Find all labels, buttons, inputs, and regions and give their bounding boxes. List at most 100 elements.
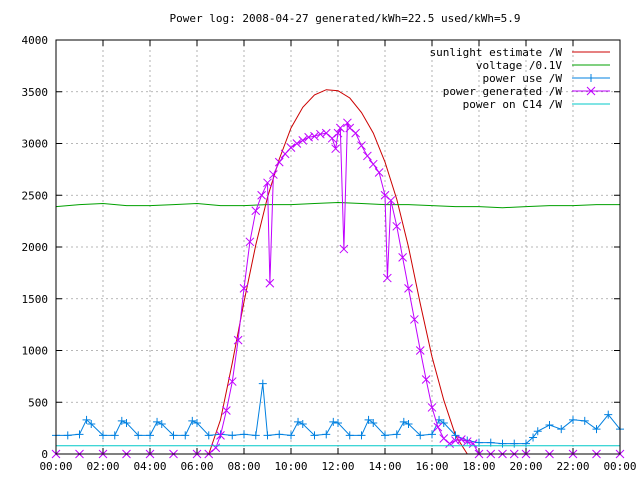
legend-marker-power-generated-w	[586, 86, 596, 96]
y-tick-label: 2000	[22, 241, 49, 254]
data-point-power-use-w	[87, 419, 96, 428]
data-point-power-use-w	[298, 419, 307, 428]
data-point-power-use-w	[334, 418, 342, 427]
data-point-power-use-w	[329, 417, 338, 426]
data-point-power-use-w	[146, 431, 154, 440]
x-tick-label: 10:00	[274, 460, 307, 473]
data-point-power-generated-w	[292, 139, 302, 148]
data-point-power-use-w	[392, 430, 401, 439]
data-point-power-generated-w	[333, 128, 343, 138]
data-point-power-use-w	[404, 419, 413, 428]
data-point-power-generated-w	[433, 422, 443, 432]
legend-label-power-on-c14-w: power on C14 /W	[463, 98, 563, 111]
series-voltage-0-1v	[55, 201, 620, 209]
data-point-power-use-w	[580, 416, 589, 425]
y-tick-label: 4000	[22, 34, 49, 47]
data-point-power-use-w	[569, 415, 577, 424]
y-tick-label: 2500	[22, 189, 49, 202]
series-power-generated-w	[51, 118, 625, 459]
data-point-power-use-w	[510, 439, 519, 448]
legend-marker-power-use-w	[587, 74, 595, 82]
data-point-power-generated-w	[382, 273, 392, 283]
data-point-power-generated-w	[222, 406, 231, 415]
data-point-power-use-w	[557, 425, 566, 434]
data-point-power-use-w	[416, 431, 425, 440]
x-tick-label: 12:00	[321, 460, 354, 473]
legend-label-sunlight-estimate-w: sunlight estimate /W	[430, 46, 563, 59]
data-point-power-generated-w	[269, 170, 278, 179]
data-point-power-generated-w	[233, 335, 243, 345]
data-point-power-generated-w	[415, 346, 425, 355]
data-point-power-generated-w	[251, 206, 261, 216]
x-tick-label: 02:00	[86, 460, 119, 473]
data-point-power-use-w	[369, 418, 378, 427]
data-point-power-use-w	[604, 410, 613, 419]
x-tick-label: 06:00	[180, 460, 213, 473]
x-tick-label: 14:00	[368, 460, 401, 473]
data-point-power-use-w	[134, 431, 143, 440]
data-point-power-use-w	[399, 417, 408, 426]
data-point-power-use-w	[63, 431, 72, 440]
x-tick-label: 00:00	[603, 460, 636, 473]
data-point-power-use-w	[294, 417, 303, 426]
data-point-power-use-w	[287, 431, 295, 440]
data-point-power-generated-w	[265, 278, 275, 288]
y-axis-tick-labels: 0 500 1000 1500 2000 2500 3000 3500 4000	[22, 34, 49, 461]
data-point-power-use-w	[451, 431, 460, 440]
data-point-power-generated-w	[392, 221, 402, 231]
series-line-power-use-w	[56, 383, 621, 445]
data-point-power-use-w	[498, 439, 507, 448]
legend-label-power-use-w: power use /W	[483, 72, 563, 85]
data-point-power-use-w	[439, 418, 448, 427]
data-point-power-use-w	[188, 416, 197, 425]
y-tick-label: 3500	[22, 86, 49, 99]
data-point-power-use-w	[533, 427, 542, 436]
x-axis-tick-labels: 00:00 02:00 04:00 06:00 08:00 10:00 12:00 14:00…	[39, 460, 636, 473]
data-point-power-use-w	[117, 416, 126, 425]
data-point-power-use-w	[251, 431, 260, 440]
data-point-power-use-w	[110, 431, 119, 440]
data-point-power-use-w	[545, 421, 554, 430]
data-point-power-generated-w	[310, 131, 319, 141]
data-point-power-generated-w	[263, 178, 272, 188]
data-point-power-use-w	[157, 419, 166, 428]
data-point-power-generated-w	[343, 118, 352, 128]
data-point-power-use-w	[428, 430, 436, 439]
data-point-power-use-w	[381, 431, 389, 440]
data-point-power-generated-w	[331, 144, 341, 154]
data-point-power-use-w	[204, 431, 213, 440]
data-point-power-use-w	[275, 430, 284, 439]
x-tick-label: 00:00	[39, 460, 72, 473]
data-point-power-generated-w	[386, 196, 396, 205]
y-tick-label: 1500	[22, 293, 49, 306]
x-tick-label: 08:00	[227, 460, 260, 473]
data-point-power-generated-w	[368, 159, 378, 169]
data-point-power-generated-w	[462, 437, 472, 446]
data-point-power-generated-w	[427, 403, 437, 412]
data-point-power-use-w	[228, 431, 237, 440]
data-point-power-generated-w	[404, 284, 413, 293]
data-point-power-generated-w	[245, 237, 255, 247]
data-point-power-use-w	[310, 431, 319, 440]
data-point-power-generated-w	[211, 443, 221, 453]
data-point-power-generated-w	[239, 284, 249, 293]
data-point-power-use-w	[345, 431, 354, 440]
data-point-power-generated-w	[374, 168, 384, 177]
series-line-sunlight-estimate-w	[208, 89, 468, 455]
data-point-power-generated-w	[335, 123, 345, 133]
data-point-power-generated-w	[457, 435, 466, 444]
y-tick-label: 0	[41, 448, 48, 461]
data-point-power-use-w	[258, 379, 267, 388]
series-line-power-generated-w	[56, 122, 620, 455]
data-point-power-generated-w	[410, 315, 419, 324]
data-point-power-use-w	[240, 430, 248, 439]
chart-title: Power log: 2008-04-27 generated/kWh=22.5…	[170, 12, 521, 25]
series-power-use-w	[52, 379, 624, 448]
data-point-power-use-w	[592, 425, 601, 434]
data-point-power-use-w	[364, 415, 373, 424]
data-point-power-generated-w	[257, 190, 266, 200]
grid-lines	[56, 40, 620, 454]
data-point-power-generated-w	[363, 151, 372, 161]
